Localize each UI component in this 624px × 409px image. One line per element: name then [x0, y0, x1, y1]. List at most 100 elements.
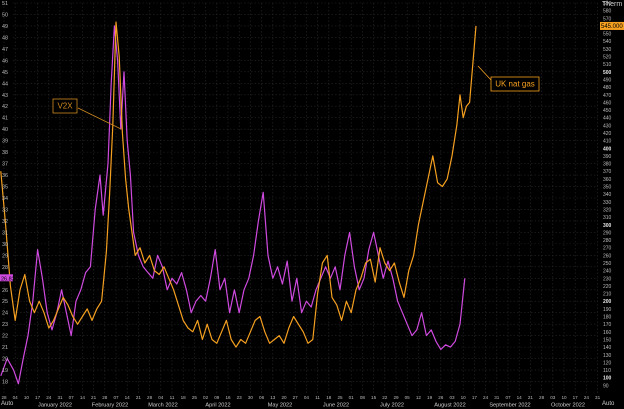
x-month-label: September 2022 [489, 403, 530, 409]
left-axis-tick-label: 38 [2, 150, 8, 156]
right-axis-tick-label: 460 [603, 100, 612, 106]
left-axis-tick-label: 34 [2, 196, 8, 202]
right-axis-tick-label: 400 [603, 146, 612, 152]
x-day-tick-label: 15 [371, 395, 377, 400]
x-day-tick-label: 03 [449, 395, 455, 400]
right-axis-tick-label: 500 [603, 70, 612, 76]
right-axis-tick-label: 300 [603, 223, 612, 229]
left-axis-tick-label: 24 [2, 311, 8, 317]
right-axis-tick-label: 430 [603, 123, 612, 129]
left-axis-tick-label: 46 [2, 58, 8, 64]
right-axis-tick-label: 580 [603, 9, 612, 15]
right-axis-tick-label: 540 [603, 39, 612, 45]
right-axis-tick-label: 470 [603, 93, 612, 99]
left-badge-value: 26.82 [1, 276, 15, 282]
x-day-tick-label: 14 [517, 395, 523, 400]
x-day-tick-label: 27 [293, 395, 299, 400]
right-axis-tick-label: 90 [603, 383, 609, 389]
left-axis-tick-label: 48 [2, 35, 8, 41]
left-axis-tick-label: 26 [2, 288, 8, 294]
right-axis-tick-label: 370 [603, 169, 612, 175]
x-day-tick-label: 29 [393, 395, 399, 400]
x-month-label: April 2022 [205, 403, 230, 409]
x-day-tick-label: 21 [528, 395, 534, 400]
left-axis-tick-label: 42 [2, 104, 8, 110]
x-month-label: March 2022 [148, 403, 178, 409]
x-month-label: January 2022 [38, 403, 72, 409]
left-axis-tick-label: 51 [2, 1, 8, 7]
x-day-tick-label: 08 [360, 395, 366, 400]
series-line-uk-nat-gas [0, 21, 477, 348]
x-day-tick-label: 04 [13, 395, 19, 400]
x-day-tick-label: 28 [102, 395, 108, 400]
right-axis-tick-label: 550 [603, 32, 612, 38]
x-day-tick-label: 10 [561, 395, 567, 400]
right-axis-tick-label: 280 [603, 238, 612, 244]
x-day-tick-label: 03 [550, 395, 556, 400]
left-axis-tick-label: 33 [2, 207, 8, 213]
right-axis-tick-label: 130 [603, 353, 612, 359]
left-axis-tick-label: 32 [2, 219, 8, 225]
right-axis-tick-label: 330 [603, 200, 612, 206]
annotation-uk-nat-gas: UK nat gas [477, 65, 540, 92]
x-day-tick-label: 14 [125, 395, 131, 400]
right-axis-tick-label: 180 [603, 315, 612, 321]
annotation-layer: V2X UK nat gas [52, 65, 540, 130]
left-axis-tick-label: 45 [2, 70, 8, 76]
right-badge-value: 545.000 [601, 24, 623, 30]
right-current-value-badge: 545.000 [600, 21, 624, 30]
right-axis-tick-label: 200 [603, 299, 612, 305]
right-axis-tick-label: 420 [603, 131, 612, 137]
x-day-tick-label: 01 [349, 395, 355, 400]
x-day-tick-label: 10 [461, 395, 467, 400]
right-axis-tick-label: 360 [603, 177, 612, 183]
x-day-tick-label: 30 [248, 395, 254, 400]
x-day-tick-label: 26 [438, 395, 444, 400]
right-axis-tick-label: 140 [603, 345, 612, 351]
left-badge-box [0, 274, 13, 282]
x-day-tick-label: 04 [158, 395, 164, 400]
x-month-label: August 2022 [434, 403, 465, 409]
left-axis-tick-label: 20 [2, 357, 8, 363]
left-axis-tick-label: 31 [2, 230, 8, 236]
x-day-tick-label: 05 [405, 395, 411, 400]
right-axis-tick-label: 260 [603, 253, 612, 259]
right-axis-tick-label: 450 [603, 108, 612, 114]
right-axis-tick-label: 490 [603, 77, 612, 83]
x-day-tick-label: 06 [259, 395, 265, 400]
horizontal-gridlines [13, 2, 598, 382]
x-axis-left-corner-label[interactable]: Auto [1, 401, 14, 407]
right-axis-tick-label: 520 [603, 55, 612, 61]
annotation-box [490, 76, 540, 92]
right-badge-box [600, 21, 624, 30]
x-day-tick-label: 18 [181, 395, 187, 400]
left-axis-tick-label: 41 [2, 116, 8, 122]
x-day-tick-label: 21 [136, 395, 142, 400]
x-axis-day-ticks: 28 04 10 17 24 31 07 14 21 28 07 14 21 28 04 11 18 25 02 09… [1, 395, 600, 400]
x-day-tick-label: 07 [505, 395, 511, 400]
x-day-tick-label: 17 [35, 395, 41, 400]
x-month-label: June 2022 [323, 403, 349, 409]
x-day-tick-label: 28 [539, 395, 545, 400]
left-axis-tick-label: 28 [2, 265, 8, 271]
x-axis-month-labels: January 2022 February 2022 March 2022 April… [38, 403, 585, 409]
left-axis-tick-label: 49 [2, 24, 8, 30]
x-day-tick-label: 23 [237, 395, 243, 400]
x-axis-right-corner-label[interactable]: Auto [602, 401, 615, 407]
x-day-tick-label: 11 [315, 395, 320, 400]
right-axis-tick-label: 160 [603, 330, 612, 336]
left-axis-tick-label: 29 [2, 253, 8, 259]
right-axis-tick-label: 240 [603, 269, 612, 275]
x-month-label: October 2022 [551, 403, 585, 409]
x-day-tick-label: 31 [595, 395, 601, 400]
x-day-tick-label: 31 [494, 395, 500, 400]
right-axis-tick-label: 340 [603, 192, 612, 198]
left-axis-tick-label: 44 [2, 81, 8, 87]
series-line-v2x [0, 25, 466, 385]
right-axis-tick-label: 510 [603, 62, 612, 68]
right-axis-tick-label: 380 [603, 162, 612, 168]
left-axis-tick-label: 21 [2, 345, 8, 351]
x-day-tick-label: 09 [214, 395, 220, 400]
